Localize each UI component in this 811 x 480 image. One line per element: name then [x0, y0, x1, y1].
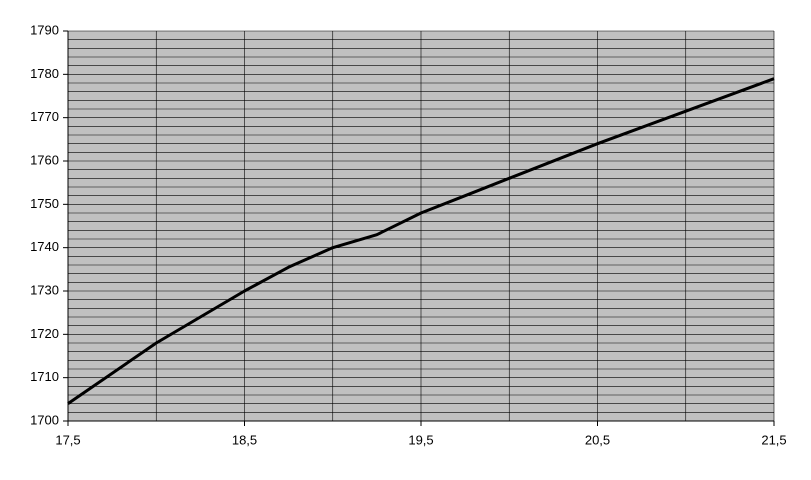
x-tick-label: 19,5	[408, 432, 433, 447]
y-tick-label: 1760	[30, 152, 59, 167]
y-tick-label: 1780	[30, 66, 59, 81]
x-tick-label: 21,5	[761, 432, 786, 447]
y-tick-label: 1750	[30, 196, 59, 211]
y-tick-label: 1770	[30, 109, 59, 124]
x-tick-label: 18,5	[232, 432, 257, 447]
y-tick-label: 1790	[30, 22, 59, 37]
y-tick-label: 1720	[30, 326, 59, 341]
y-tick-label: 1740	[30, 239, 59, 254]
y-tick-label: 1700	[30, 412, 59, 427]
x-tick-label: 17,5	[55, 432, 80, 447]
x-tick-label: 20,5	[585, 432, 610, 447]
y-tick-label: 1730	[30, 282, 59, 297]
y-tick-label: 1710	[30, 369, 59, 384]
data-line	[67, 77, 775, 405]
